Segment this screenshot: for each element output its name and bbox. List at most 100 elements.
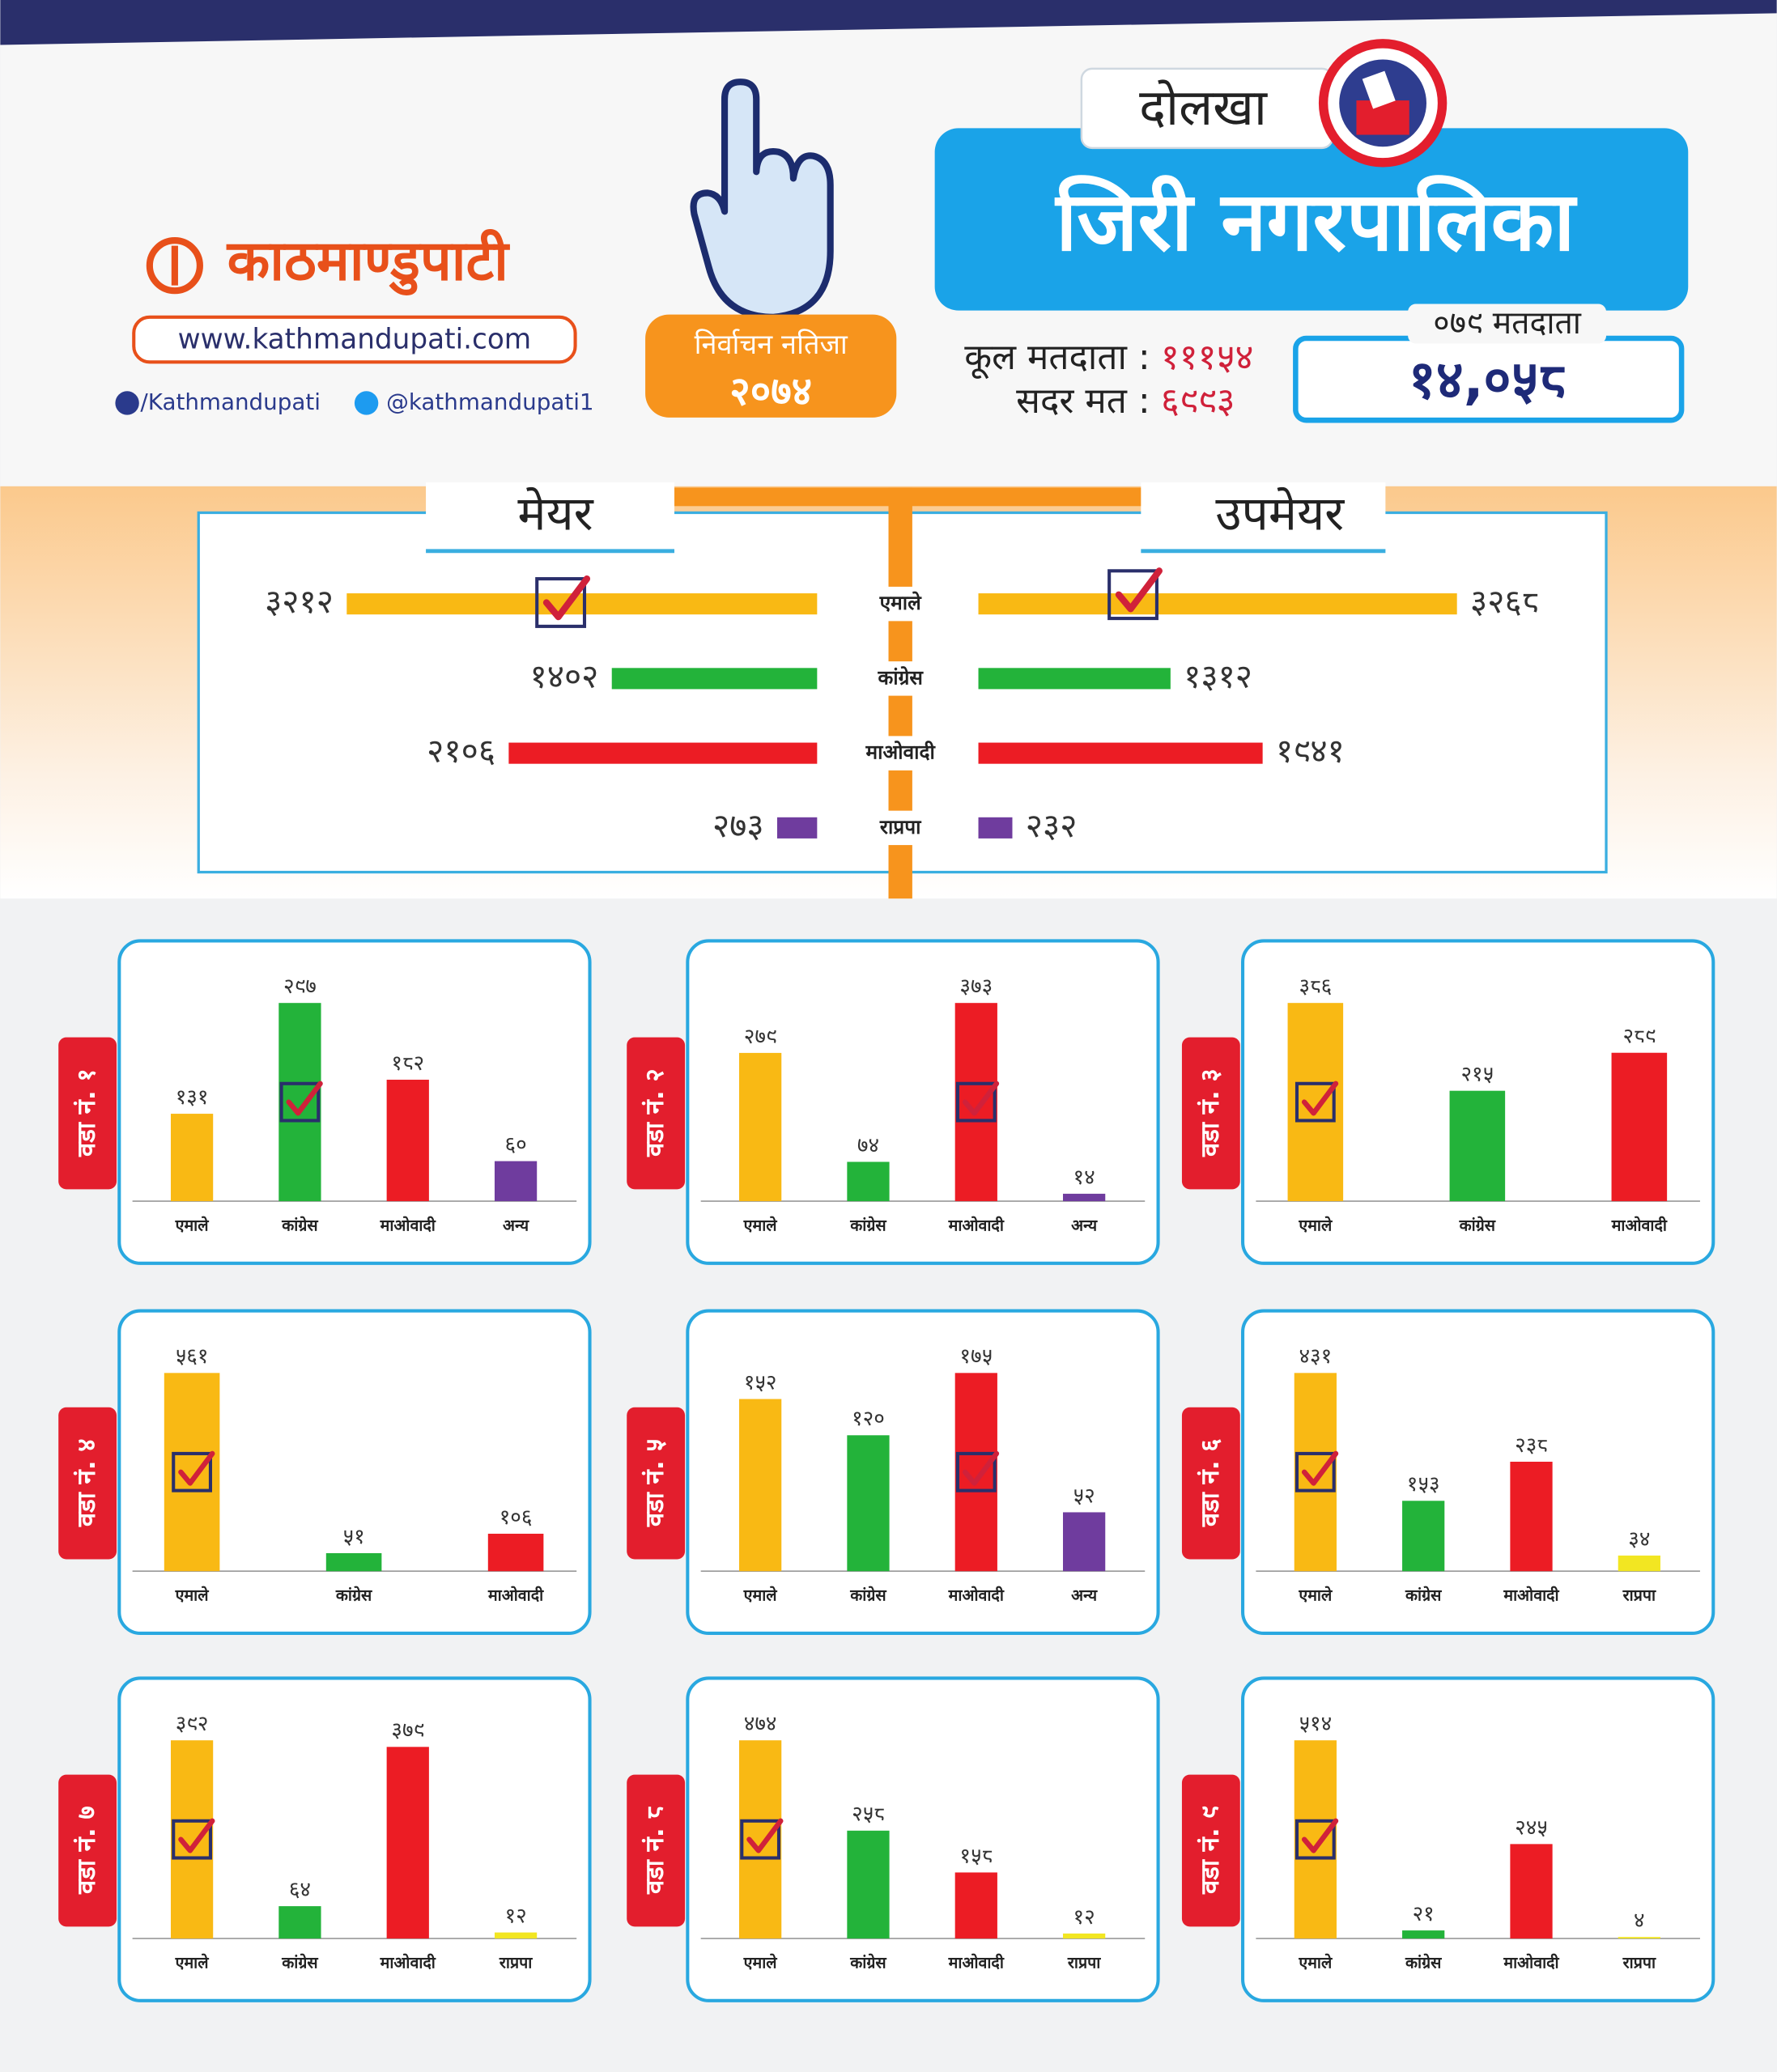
bar — [1294, 1740, 1337, 1939]
mayor-bar — [346, 593, 818, 615]
value-label: १५३ — [1407, 1472, 1440, 1497]
deputy-bar — [978, 668, 1171, 690]
category-label: माओवादी — [948, 1586, 1005, 1605]
check-mark — [178, 1450, 215, 1486]
check-box — [172, 1819, 212, 1860]
deputy-title: उपमेयर — [1215, 485, 1345, 541]
hand-icon — [690, 79, 834, 321]
category-label: माओवादी — [1611, 1216, 1668, 1235]
value-label: २५८ — [852, 1802, 885, 1827]
ward-ribbon — [58, 1037, 117, 1190]
ward-panel — [117, 1309, 592, 1635]
ward-title: वडा नं. ८ — [640, 1806, 670, 1895]
value-label: २४५ — [1515, 1815, 1548, 1840]
party-label-bg — [846, 736, 955, 771]
value-label: १०६ — [500, 1505, 533, 1530]
category-label: एमाले — [1298, 1216, 1333, 1235]
mayor-title: मेयर — [517, 485, 593, 541]
ward-title: वडा नं. १ — [72, 1068, 101, 1157]
check-box — [1294, 1081, 1336, 1123]
bar — [494, 1161, 538, 1202]
value-label: ३८६ — [1299, 974, 1332, 999]
mayor-bar — [611, 668, 818, 690]
deputy-value-label: २३२ — [1026, 806, 1078, 845]
check-box — [279, 1081, 321, 1123]
bar — [847, 1161, 890, 1202]
badge-year: २०७४ — [729, 368, 812, 414]
bar — [1063, 1193, 1106, 1202]
party-label: एमाले — [879, 591, 923, 614]
bar — [278, 1906, 321, 1939]
value-label: ४ — [1634, 1909, 1645, 1933]
party-label: माओवादी — [865, 741, 937, 764]
category-label: माओवादी — [380, 1954, 436, 1972]
bar — [487, 1533, 544, 1572]
bar — [1402, 1930, 1445, 1939]
ward-panel — [686, 939, 1160, 1265]
ward-panel — [686, 1676, 1160, 2002]
check-box — [740, 1819, 781, 1860]
category-label: माओवादी — [1503, 1586, 1559, 1605]
bar — [1449, 1090, 1506, 1202]
twitter-icon — [354, 391, 379, 415]
value-label: १२ — [505, 1904, 527, 1929]
category-label: कांग्रेस — [281, 1954, 318, 1972]
mayor-value-label: २७३ — [712, 806, 764, 845]
category-label: राप्रपा — [1622, 1586, 1656, 1605]
category-label: राप्रपा — [1067, 1954, 1101, 1972]
category-label: कांग्रेस — [1459, 1216, 1496, 1235]
value-label: ५२ — [1073, 1484, 1095, 1508]
check-mark — [542, 575, 591, 621]
party-label: राप्रपा — [879, 815, 922, 839]
check-mark — [746, 1818, 784, 1853]
website-box — [132, 315, 577, 364]
category-label: राप्रपा — [1622, 1954, 1656, 1972]
mayor-value-label: २१०६ — [427, 732, 495, 771]
top-stripe — [0, 0, 1777, 45]
category-label: एमाले — [1298, 1954, 1333, 1972]
check-mark — [962, 1081, 1000, 1116]
bar — [739, 1399, 782, 1572]
check-mark — [1301, 1818, 1339, 1853]
bar — [1618, 1555, 1660, 1572]
logo-text: काठमाण्डुपाटी — [226, 229, 511, 296]
bar — [278, 1003, 321, 1202]
value-label: १७५ — [959, 1344, 993, 1369]
deputy-title-bg — [1141, 482, 1386, 551]
ward-ribbon — [627, 1037, 686, 1190]
category-label: माओवादी — [948, 1216, 1005, 1235]
value-label: ४३१ — [1299, 1344, 1332, 1369]
ward-ribbon — [58, 1774, 117, 1927]
voters-079: १४,०५८ — [1409, 350, 1567, 411]
deputy-bar — [978, 593, 1457, 615]
category-label: कांग्रेस — [281, 1216, 318, 1235]
ward-ribbon — [1181, 1774, 1240, 1927]
logo-icon — [146, 237, 203, 295]
value-label: १२ — [1073, 1905, 1095, 1930]
value-label: २१ — [1413, 1902, 1435, 1926]
ward-title: वडा नं. ५ — [640, 1439, 670, 1528]
ward-title: वडा नं. ३ — [1196, 1068, 1225, 1157]
ward-ribbon — [627, 1407, 686, 1560]
category-label: माओवादी — [1503, 1954, 1559, 1972]
bar — [1510, 1461, 1553, 1572]
ward-ribbon — [1181, 1037, 1240, 1190]
bar — [494, 1932, 538, 1939]
bar — [1294, 1373, 1337, 1572]
mayor-bar — [776, 817, 818, 839]
ward-panel — [117, 939, 592, 1265]
check-mark — [1115, 567, 1163, 613]
badge — [645, 314, 897, 418]
check-box — [955, 1081, 997, 1123]
total-voters-label: कूल मतदाता : — [964, 337, 1150, 380]
bar — [847, 1435, 890, 1572]
value-label: ३४ — [1628, 1527, 1650, 1552]
value-label: २८९ — [1622, 1025, 1656, 1049]
category-label: कांग्रेस — [1405, 1954, 1442, 1972]
category-label: माओवादी — [948, 1954, 1005, 1972]
check-box — [1107, 569, 1158, 621]
check-mark — [286, 1081, 323, 1116]
category-label: राप्रपा — [499, 1954, 533, 1972]
value-label: १३१ — [176, 1085, 209, 1110]
